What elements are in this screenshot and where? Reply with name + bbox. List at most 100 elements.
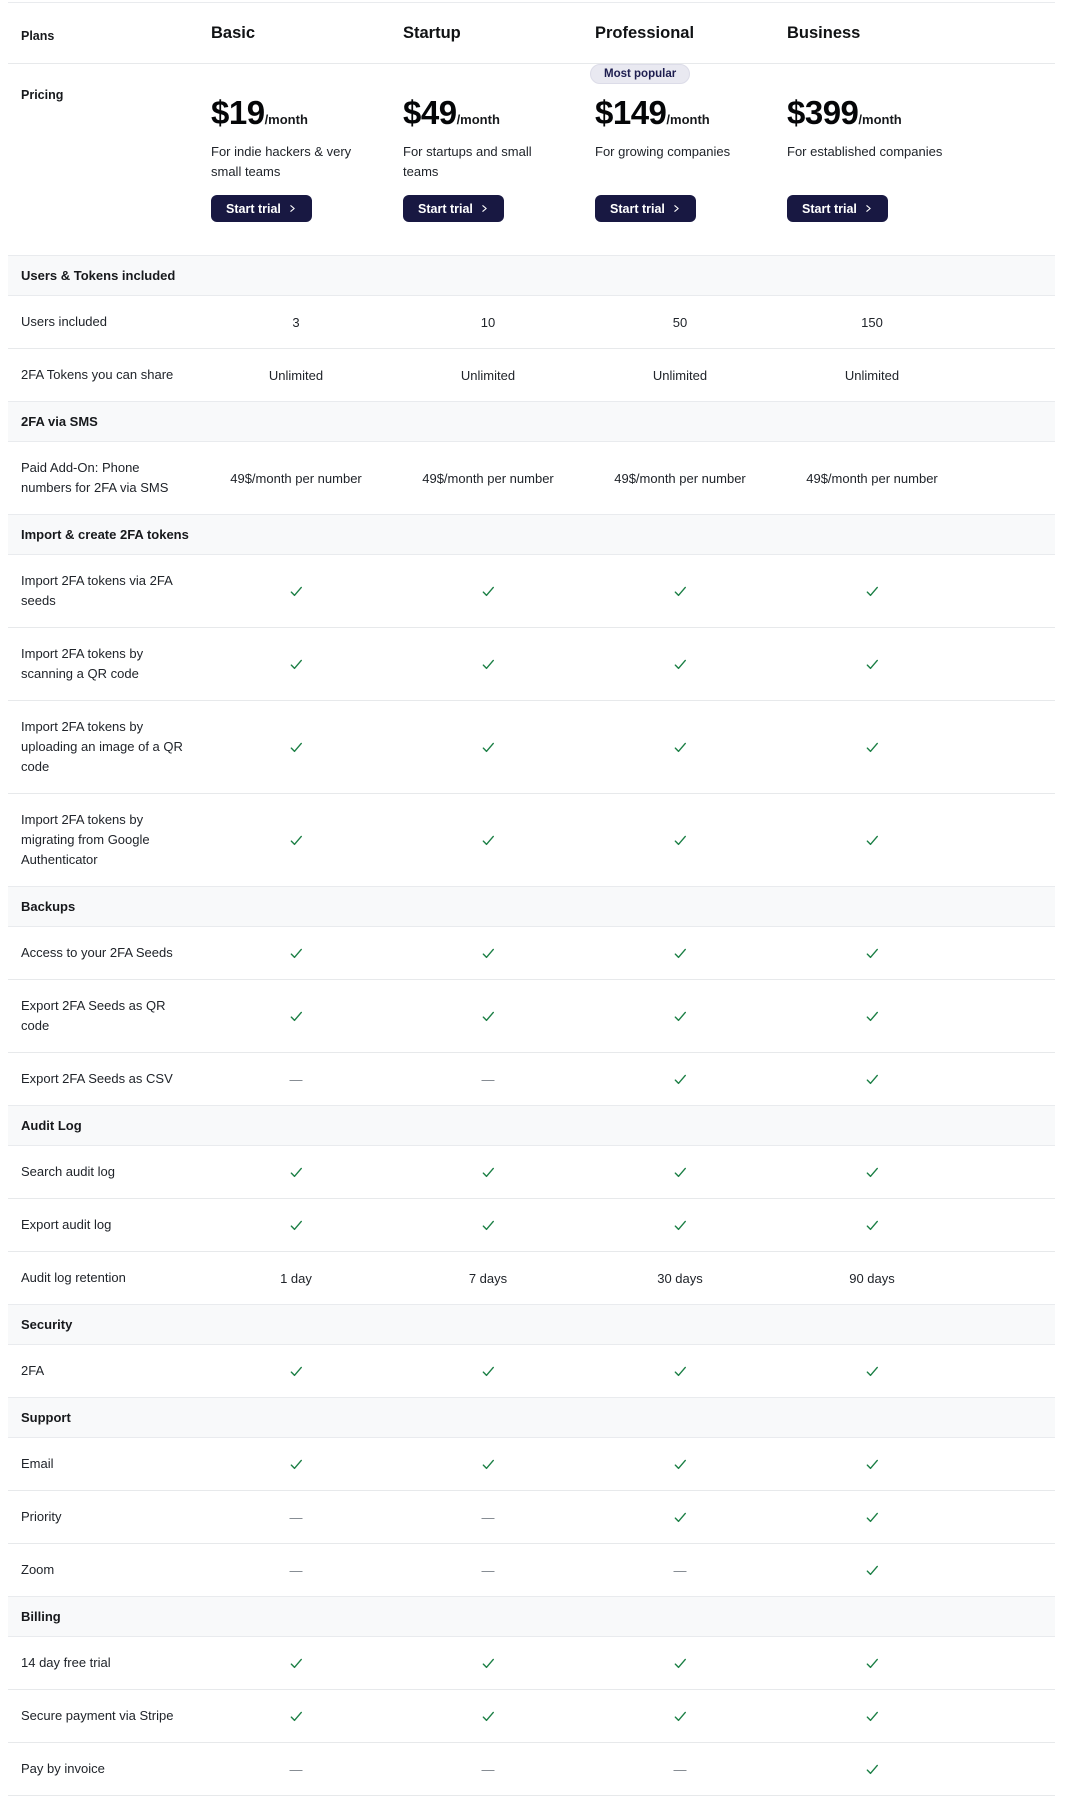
start-trial-button[interactable]: Start trial	[595, 195, 696, 222]
check-icon	[289, 657, 304, 672]
check-icon	[865, 1563, 880, 1578]
feature-row-pay-by-invoice: Pay by invoice — — —	[8, 1743, 1055, 1796]
feature-label: 2FA Tokens you can share	[21, 367, 174, 382]
start-trial-label: Start trial	[226, 201, 281, 216]
feature-sections: Users & Tokens included Users included 3…	[8, 255, 1055, 1796]
feature-label: Pay by invoice	[21, 1761, 105, 1776]
feature-value-cell	[776, 1218, 968, 1233]
feature-value: 3	[292, 314, 300, 330]
check-icon	[289, 1457, 304, 1472]
feature-value-cell	[776, 1364, 968, 1379]
feature-value-cell	[776, 584, 968, 599]
check-icon	[673, 1510, 688, 1525]
section-title: Billing	[21, 1609, 61, 1624]
check-icon	[673, 740, 688, 755]
plan-price: $49	[403, 94, 457, 131]
feature-value-cell	[584, 1072, 776, 1087]
plan-price-line: $399/month	[787, 96, 954, 129]
feature-value-cell: —	[200, 1510, 392, 1525]
feature-value: 49$/month per number	[806, 470, 938, 486]
feature-value-cell	[200, 740, 392, 755]
check-icon	[865, 1510, 880, 1525]
section-header-2fa-via-sms: 2FA via SMS	[8, 401, 1055, 442]
check-icon	[289, 1656, 304, 1671]
check-icon	[865, 1364, 880, 1379]
feature-value-cell: —	[392, 1563, 584, 1578]
feature-value-cell	[776, 1762, 968, 1777]
check-icon	[481, 1009, 496, 1024]
feature-row-zoom: Zoom — — —	[8, 1544, 1055, 1596]
plan-price: $149	[595, 94, 667, 131]
feature-value: 150	[861, 314, 883, 330]
feature-label: Priority	[21, 1509, 62, 1524]
feature-label: Users included	[21, 314, 107, 329]
section-title: Backups	[21, 899, 76, 914]
section-title: Import & create 2FA tokens	[21, 527, 189, 542]
plan-name: Basic	[211, 23, 256, 42]
start-trial-button[interactable]: Start trial	[211, 195, 312, 222]
feature-label: Paid Add-On: Phone numbers for 2FA via S…	[21, 460, 169, 495]
feature-value: 50	[672, 314, 688, 330]
feature-value-cell	[584, 1510, 776, 1525]
feature-value-cell: —	[392, 1762, 584, 1777]
dash-icon: —	[289, 1071, 303, 1087]
feature-label: Zoom	[21, 1562, 55, 1577]
plan-name: Professional	[595, 23, 695, 42]
feature-row-import-2fa-tokens-by-uploading-an-image-of-a-qr-code: Import 2FA tokens by uploading an image …	[8, 701, 1055, 794]
plan-price-line: $19/month	[211, 96, 378, 129]
check-icon	[481, 584, 496, 599]
feature-row-export-2fa-seeds-as-qr-code: Export 2FA Seeds as QR code	[8, 980, 1055, 1053]
feature-row-14-day-free-trial: 14 day free trial	[8, 1637, 1055, 1690]
feature-value-cell	[776, 740, 968, 755]
feature-value-cell	[776, 1563, 968, 1578]
check-icon	[865, 584, 880, 599]
section-header-import-create-2fa-tokens: Import & create 2FA tokens	[8, 514, 1055, 555]
section-header-billing: Billing	[8, 1596, 1055, 1637]
feature-value-cell	[776, 1656, 968, 1671]
feature-row-2fa-tokens-you-can-share: 2FA Tokens you can share Unlimited Unlimi…	[8, 349, 1055, 401]
check-icon	[673, 1072, 688, 1087]
dash-icon: —	[289, 1509, 303, 1525]
section-title: Users & Tokens included	[21, 268, 176, 283]
feature-value-cell	[776, 1072, 968, 1087]
feature-value-cell	[776, 1510, 968, 1525]
feature-label: Import 2FA tokens by migrating from Goog…	[21, 812, 150, 867]
check-icon	[289, 1218, 304, 1233]
feature-value-cell	[392, 1457, 584, 1472]
feature-row-search-audit-log: Search audit log	[8, 1146, 1055, 1199]
plan-price-line: $49/month	[403, 96, 570, 129]
start-trial-button[interactable]: Start trial	[403, 195, 504, 222]
feature-value-cell: —	[392, 1510, 584, 1525]
feature-row-import-2fa-tokens-via-2fa-seeds: Import 2FA tokens via 2FA seeds	[8, 555, 1055, 628]
start-trial-button[interactable]: Start trial	[787, 195, 888, 222]
feature-value-cell	[392, 1709, 584, 1724]
check-icon	[289, 1364, 304, 1379]
feature-value-cell	[392, 1656, 584, 1671]
check-icon	[673, 1364, 688, 1379]
check-icon	[673, 1009, 688, 1024]
check-icon	[289, 1165, 304, 1180]
feature-value-cell	[200, 1364, 392, 1379]
feature-value-cell: —	[392, 1072, 584, 1087]
feature-label: Export 2FA Seeds as QR code	[21, 998, 166, 1033]
feature-row-secure-payment-via-stripe: Secure payment via Stripe	[8, 1690, 1055, 1743]
start-trial-label: Start trial	[418, 201, 473, 216]
section-header-security: Security	[8, 1304, 1055, 1345]
feature-value-cell	[584, 946, 776, 961]
feature-value-cell	[776, 1709, 968, 1724]
feature-value: Unlimited	[268, 367, 324, 383]
feature-value: 7 days	[468, 1270, 508, 1286]
check-icon	[481, 1709, 496, 1724]
feature-value-cell: —	[200, 1563, 392, 1578]
feature-label: Audit log retention	[21, 1270, 126, 1285]
feature-value-cell	[200, 946, 392, 961]
check-icon	[865, 1457, 880, 1472]
dash-icon: —	[673, 1761, 687, 1777]
dash-icon: —	[481, 1509, 495, 1525]
dash-icon: —	[289, 1761, 303, 1777]
feature-value-cell	[776, 657, 968, 672]
check-icon	[481, 1457, 496, 1472]
check-icon	[673, 946, 688, 961]
feature-row-import-2fa-tokens-by-scanning-a-qr-code: Import 2FA tokens by scanning a QR code	[8, 628, 1055, 701]
check-icon	[865, 1072, 880, 1087]
